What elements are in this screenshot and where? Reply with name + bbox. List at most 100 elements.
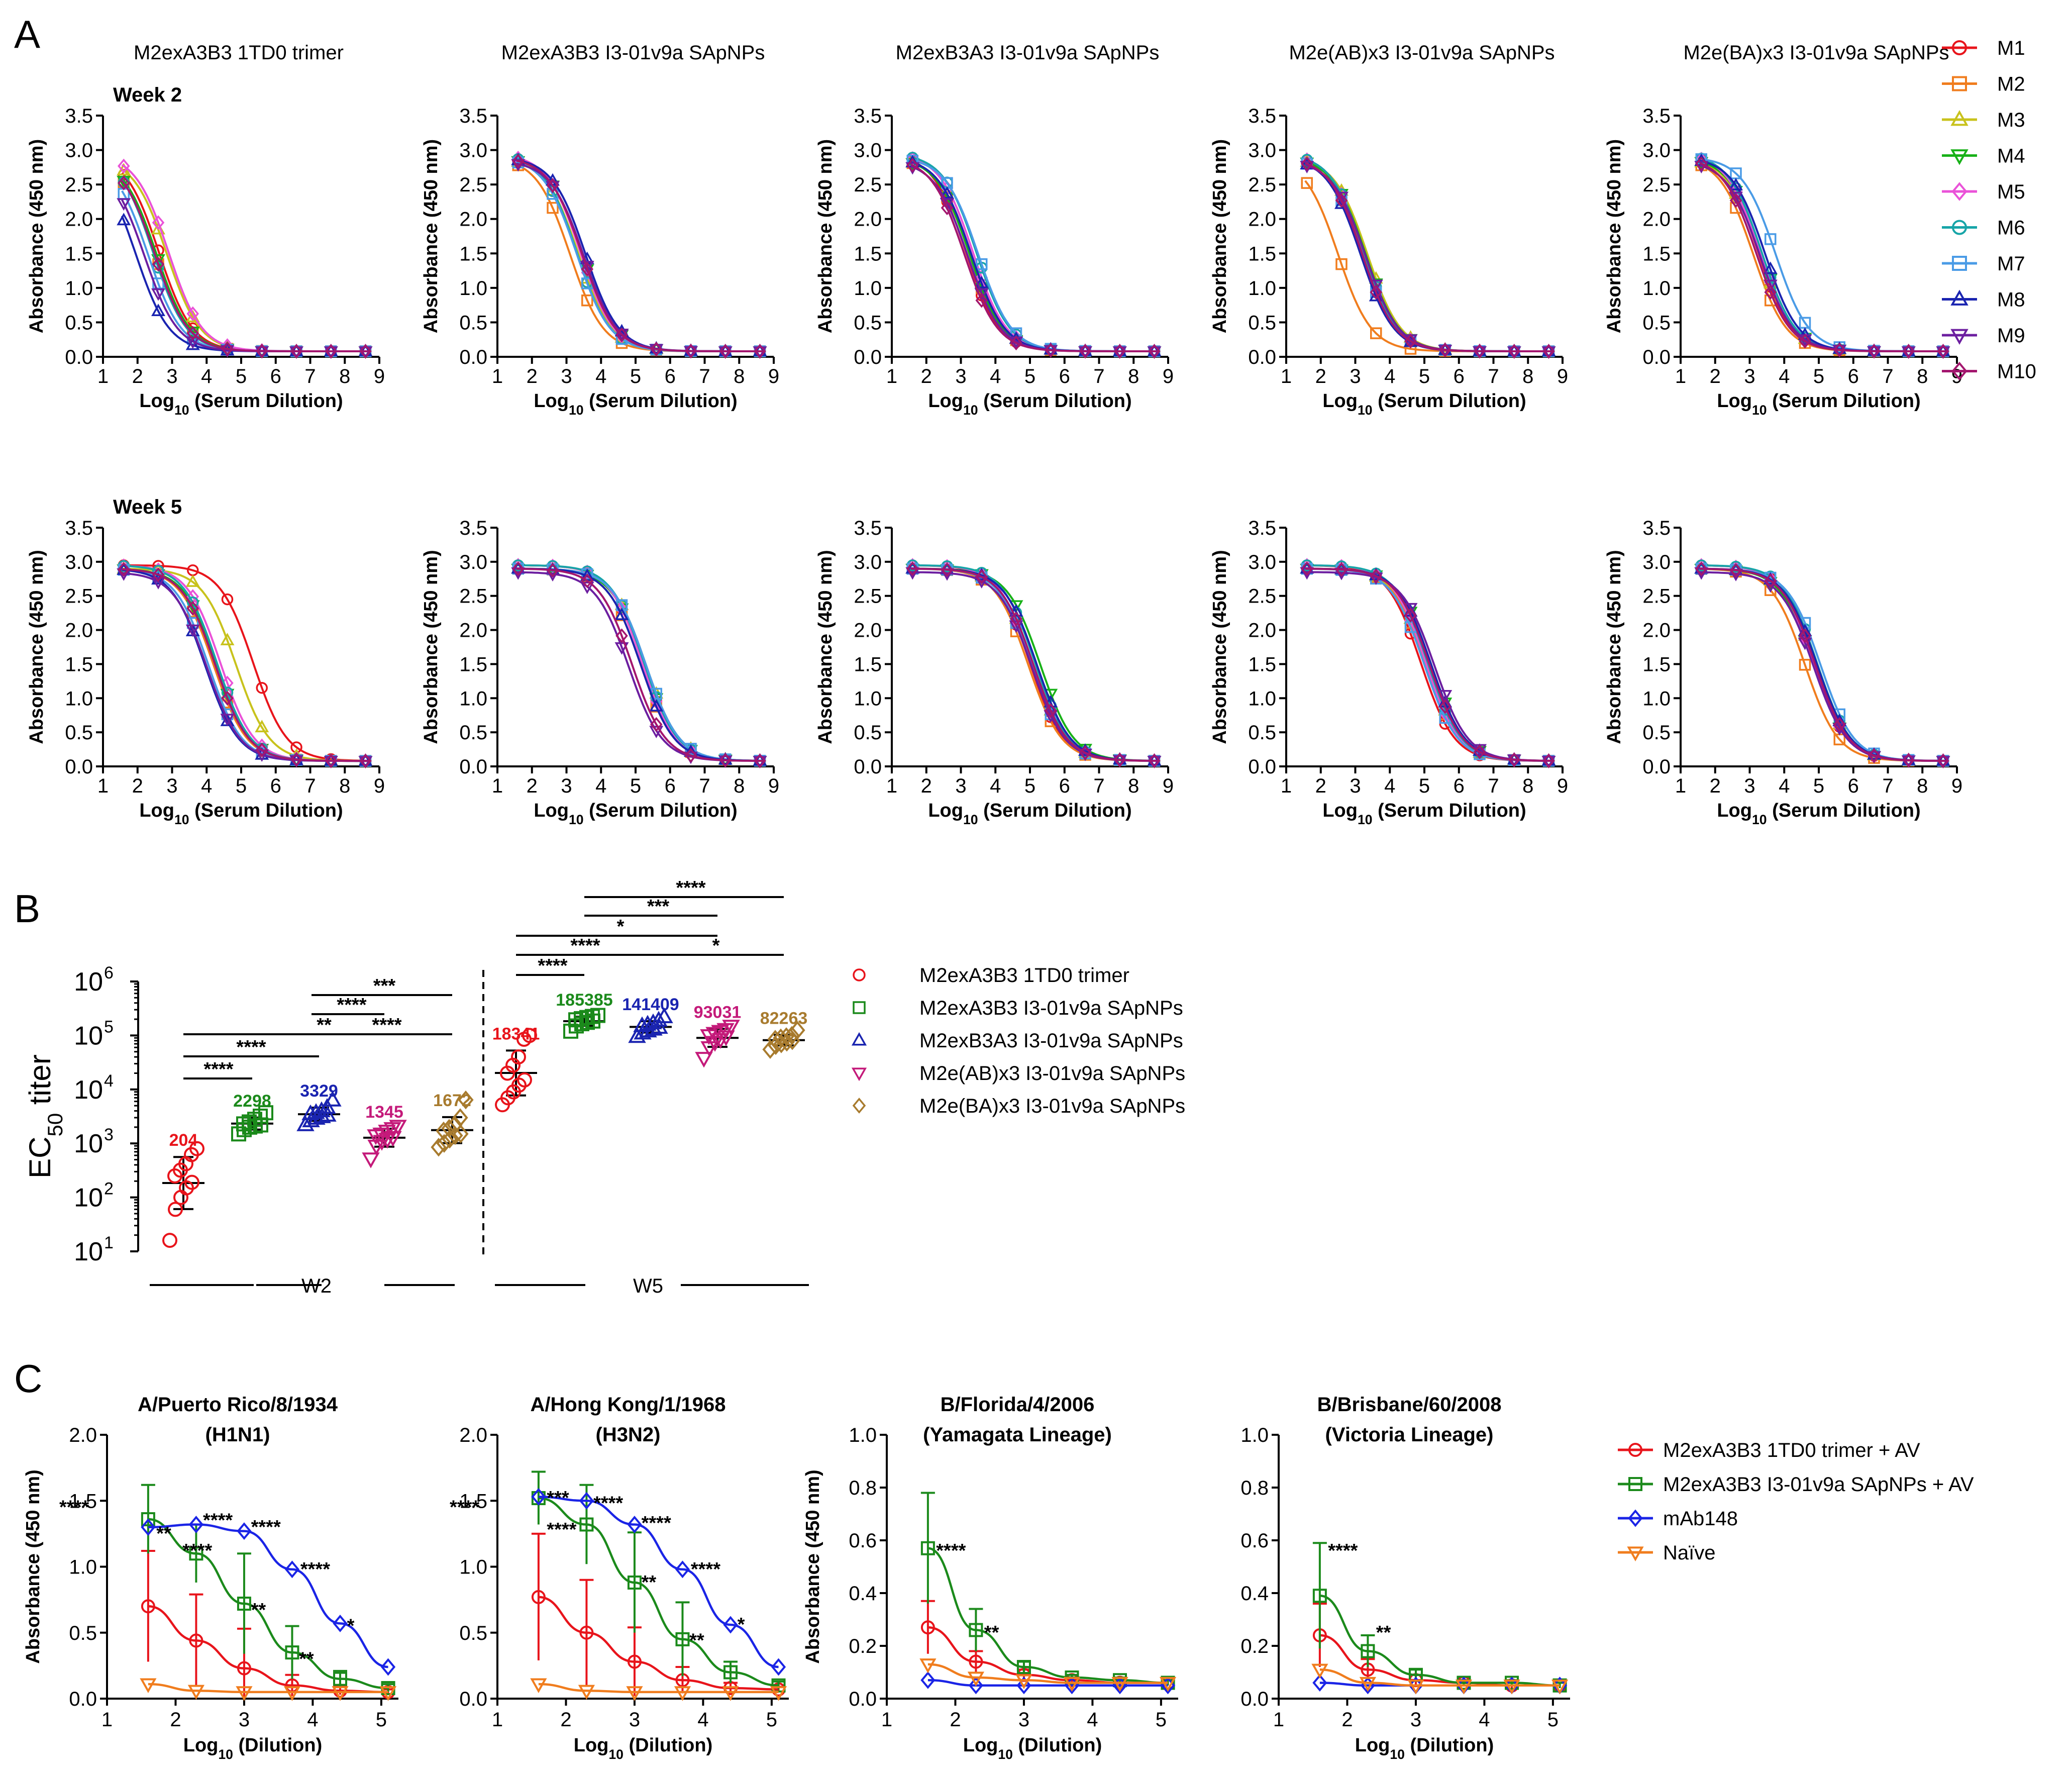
y-tick-label: 0.2: [1240, 1635, 1269, 1657]
legend-marker: [1628, 1443, 1642, 1457]
bracket-label: ****: [570, 935, 600, 956]
x-axis-label-main: Log: [139, 800, 174, 821]
y-tick-label: 0.6: [1240, 1530, 1269, 1552]
x-tick-label: 7: [1093, 775, 1104, 797]
significance-annotation: ****: [59, 1497, 89, 1518]
y-tick-label: 0.5: [459, 722, 487, 744]
x-tick-label: 2: [1315, 775, 1326, 797]
y-axis-label: Absorbance (450 nm): [1209, 139, 1230, 333]
data-point: [313, 1101, 331, 1117]
series-M5: [511, 558, 766, 768]
binding-plot-1: 0.0 0.5 1.0 1.5 2.0 1 2 3 4 5 Log10 (Dilution) A/Pu…: [23, 1394, 398, 1762]
series-M10: [906, 158, 1161, 359]
y-axis-label: Absorbance (450 nm): [26, 139, 47, 333]
data-point: [626, 1686, 643, 1701]
y-tick-label: 1.0: [459, 687, 487, 710]
x-tick-label: 1: [1281, 365, 1292, 387]
fit-curve: [1699, 567, 1947, 762]
data-point: [290, 752, 303, 767]
series-M3: [511, 561, 767, 766]
x-tick-label: 8: [734, 365, 745, 387]
data-point: [941, 562, 954, 577]
data-point: [968, 1677, 984, 1695]
x-tick-label: 7: [1882, 775, 1893, 797]
y-tick-label: 2.0: [69, 1424, 97, 1446]
x-tick-label: 3: [1410, 1709, 1421, 1731]
data-point: [695, 1052, 713, 1068]
x-tick-label: 1: [1273, 1709, 1284, 1731]
data-point: [1695, 561, 1708, 576]
data-point: [284, 1560, 300, 1579]
fit-curve: [910, 564, 1158, 762]
data-point: [547, 202, 559, 214]
x-tick-label: 1: [492, 1709, 503, 1731]
x-tick-label: 5: [1547, 1709, 1559, 1731]
fit-curve: [910, 156, 1158, 352]
series-M10: [1695, 561, 1949, 768]
x-tick-label: 3: [1744, 365, 1755, 387]
x-axis-label: Log10 (Serum Dilution): [928, 390, 1131, 418]
series-3: [140, 1678, 397, 1701]
data-point: [255, 720, 269, 733]
x-tick-label: 1: [881, 1709, 892, 1731]
y-axis-label: Absorbance (450 nm): [1604, 139, 1625, 333]
fit-curve: [1699, 564, 1947, 762]
data-point: [1311, 1663, 1328, 1679]
x-axis-label-rest: (Serum Dilution): [1373, 800, 1526, 821]
panel-label-C: C: [14, 1356, 42, 1401]
significance-annotation: ***: [547, 1488, 569, 1509]
data-point: [1765, 294, 1777, 307]
x-tick-label: 2: [1315, 365, 1326, 387]
data-point: [719, 344, 732, 359]
panel-label-A: A: [14, 12, 40, 56]
data-point: [325, 344, 338, 359]
series-M1: [512, 559, 766, 767]
y-tick-label: 10: [74, 1184, 103, 1213]
y-tick-label: 0.5: [459, 312, 487, 334]
x-tick-label: 5: [1419, 775, 1430, 797]
fit-curve: [148, 1523, 388, 1668]
y-tick-label: 0.6: [849, 1530, 877, 1552]
data-point: [436, 1121, 452, 1141]
data-point: [1370, 568, 1383, 583]
x-tick-label: 5: [1813, 365, 1824, 387]
subplot-title-line1: B/Florida/4/2006: [941, 1394, 1095, 1416]
significance-bracket-w2: ****: [312, 995, 384, 1016]
legend-marker: [852, 1098, 866, 1114]
dose-response-plot-r2-c5: 0.0 0.5 1.0 1.5 2.0 2.5 3.0 3.5 1 2 3 4 5 6 7 8 9 Log10 (…: [1604, 517, 1962, 827]
x-tick-label: 1: [1675, 775, 1686, 797]
data-point: [1764, 573, 1777, 588]
x-axis-label-main: Log: [1355, 1735, 1390, 1756]
fit-curve: [1699, 567, 1947, 762]
x-tick-label: 3: [955, 775, 966, 797]
y-tick-label: 2.5: [1642, 585, 1671, 608]
y-tick-label: 3.0: [65, 140, 93, 162]
x-tick-label: 6: [1454, 775, 1465, 797]
data-point: [517, 1072, 532, 1088]
series-M6: [1695, 559, 1949, 767]
x-axis-label-rest: (Dilution): [1405, 1735, 1494, 1756]
x-tick-label: 2: [170, 1709, 181, 1731]
fit-curve: [1305, 567, 1552, 762]
bracket-label: **: [317, 1015, 332, 1036]
legend-marker: [851, 1067, 867, 1081]
y-tick-label: 1.0: [854, 687, 882, 710]
dose-response-plot-r2-c3: 0.0 0.5 1.0 1.5 2.0 2.5 3.0 3.5 1 2 3 4 5 6 7 8 9 Log10 (…: [815, 517, 1174, 827]
data-point: [1438, 342, 1452, 358]
y-tick-label: 2.5: [459, 585, 487, 608]
x-tick-label: 9: [1557, 775, 1568, 797]
x-axis-label-main: Log: [1717, 800, 1752, 821]
data-point: [1729, 193, 1742, 208]
legend-marker: [1952, 40, 1967, 55]
x-axis-label-sub: 10: [569, 812, 584, 827]
data-point: [615, 628, 628, 643]
x-axis-label-main: Log: [928, 390, 963, 412]
legend-label: M2exA3B3 1TD0 trimer + AV: [1663, 1439, 1920, 1461]
data-point: [1542, 344, 1555, 359]
y-tick-label: 0.0: [854, 346, 882, 368]
data-point: [906, 158, 919, 173]
data-point: [1335, 193, 1348, 208]
x-tick-label: 5: [1156, 1709, 1167, 1731]
x-tick-label: 8: [339, 775, 350, 797]
data-point: [1551, 1680, 1569, 1695]
